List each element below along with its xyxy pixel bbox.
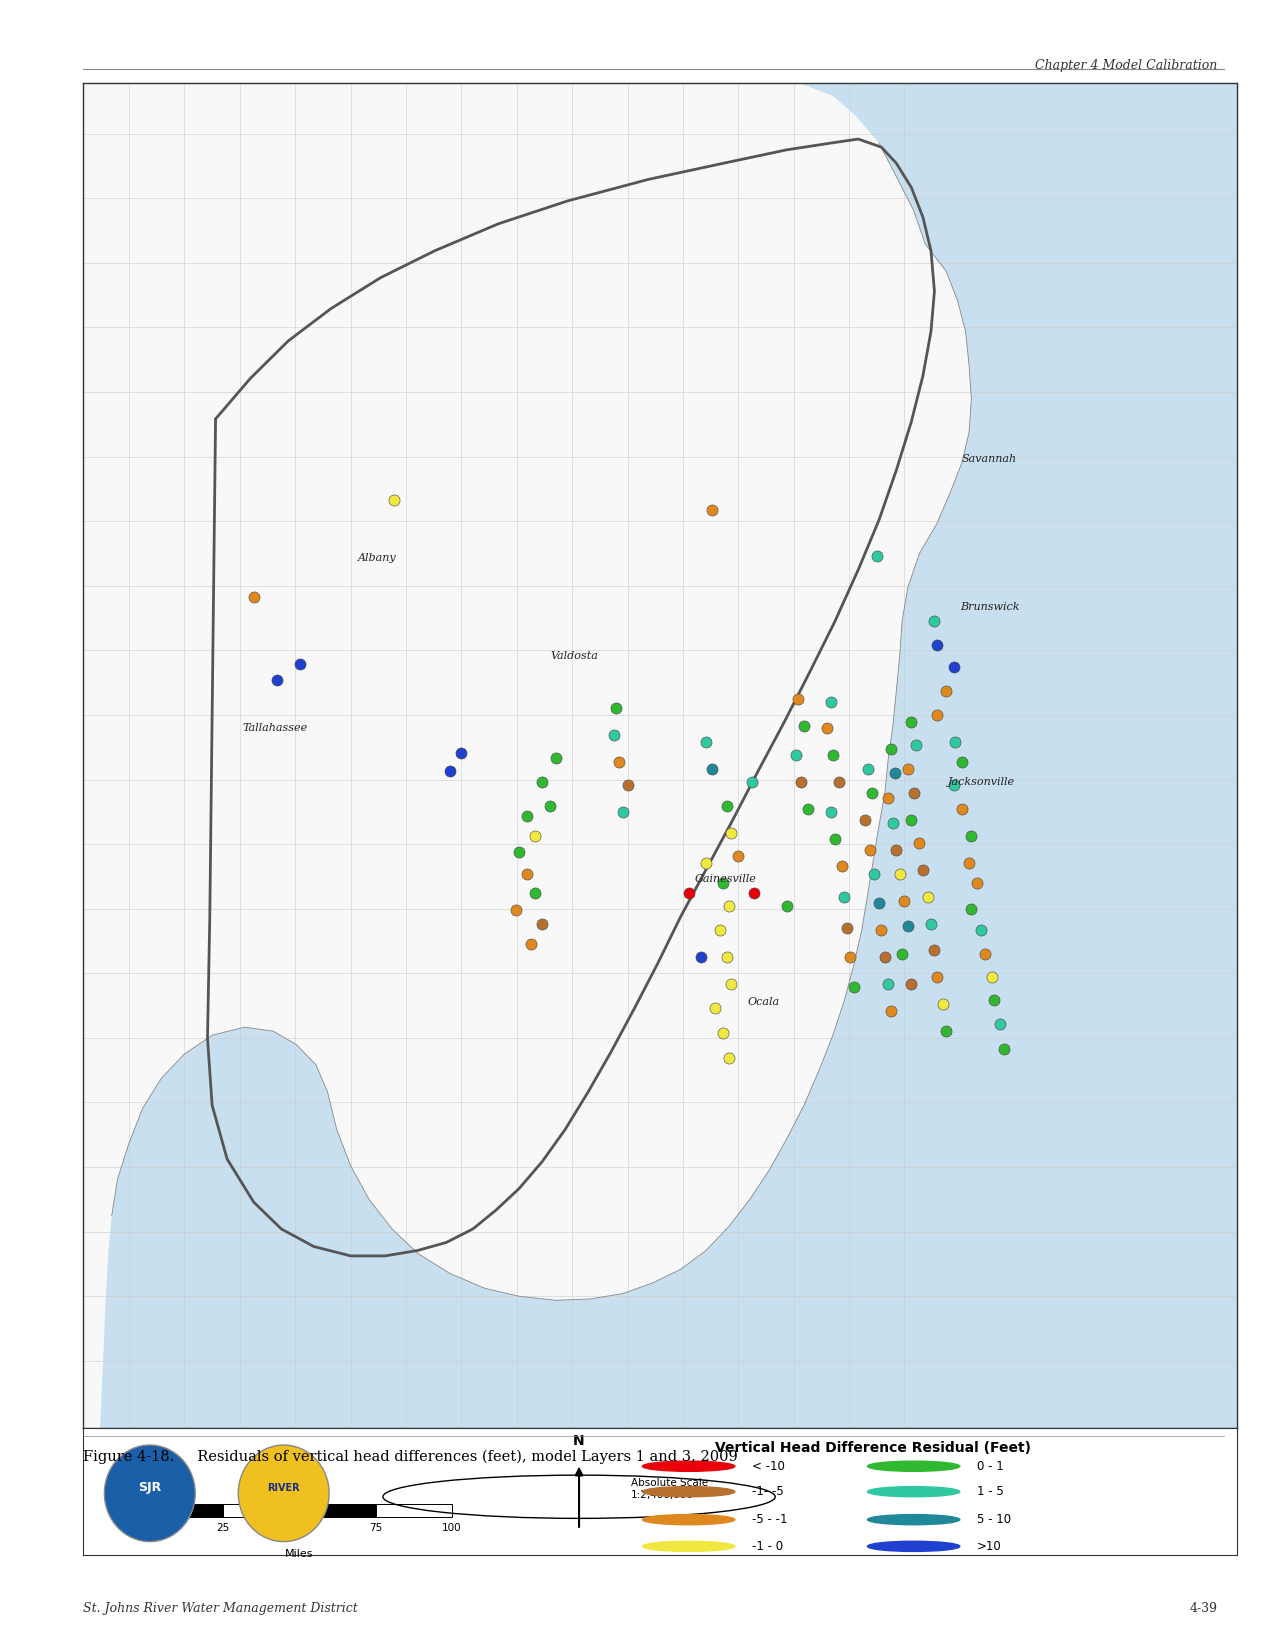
Text: Chapter 4 Model Calibration: Chapter 4 Model Calibration xyxy=(1035,59,1218,71)
Text: -1- -5: -1- -5 xyxy=(752,1486,784,1497)
Ellipse shape xyxy=(238,1445,329,1542)
Circle shape xyxy=(643,1461,734,1471)
Bar xyxy=(300,1504,376,1517)
Text: Figure 4-18.     Residuals of vertical head differences (feet), model Layers 1 a: Figure 4-18. Residuals of vertical head … xyxy=(83,1450,738,1464)
Text: 25: 25 xyxy=(217,1524,230,1534)
Circle shape xyxy=(867,1542,960,1552)
Polygon shape xyxy=(83,83,972,1428)
Bar xyxy=(147,1504,223,1517)
Text: 5 - 10: 5 - 10 xyxy=(977,1514,1011,1526)
Circle shape xyxy=(867,1486,960,1497)
Text: -1 - 0: -1 - 0 xyxy=(752,1540,783,1554)
Text: 0 - 1: 0 - 1 xyxy=(977,1459,1003,1473)
Text: Albany: Albany xyxy=(357,553,397,563)
Circle shape xyxy=(643,1514,734,1526)
Text: < -10: < -10 xyxy=(752,1459,785,1473)
Text: Jacksonville: Jacksonville xyxy=(949,778,1015,788)
Text: SJR: SJR xyxy=(138,1481,162,1494)
Circle shape xyxy=(867,1514,960,1526)
Text: -5 - -1: -5 - -1 xyxy=(752,1514,788,1526)
Text: Ocala: Ocala xyxy=(747,997,779,1007)
Text: Savannah: Savannah xyxy=(963,454,1017,464)
Text: 0: 0 xyxy=(143,1524,149,1534)
Text: 1 - 5: 1 - 5 xyxy=(977,1486,1003,1497)
Text: Gainesville: Gainesville xyxy=(695,873,756,885)
Ellipse shape xyxy=(105,1445,195,1542)
Text: 4-39: 4-39 xyxy=(1190,1601,1218,1615)
Circle shape xyxy=(643,1486,734,1497)
Text: N: N xyxy=(574,1435,585,1448)
Text: 100: 100 xyxy=(442,1524,462,1534)
Text: Vertical Head Difference Residual (Feet): Vertical Head Difference Residual (Feet) xyxy=(715,1441,1031,1455)
Circle shape xyxy=(643,1542,734,1552)
Text: 50: 50 xyxy=(293,1524,306,1534)
Circle shape xyxy=(867,1461,960,1471)
Bar xyxy=(223,1504,300,1517)
Text: Miles: Miles xyxy=(286,1549,314,1559)
Text: Tallahassee: Tallahassee xyxy=(242,723,307,733)
Text: Absolute Scale
1:2,400,000: Absolute Scale 1:2,400,000 xyxy=(631,1478,708,1501)
Text: >10: >10 xyxy=(977,1540,1002,1554)
Bar xyxy=(376,1504,453,1517)
Text: St. Johns River Water Management District: St. Johns River Water Management Distric… xyxy=(83,1601,357,1615)
Text: Brunswick: Brunswick xyxy=(960,603,1019,613)
Text: Valdosta: Valdosta xyxy=(551,650,598,660)
Text: 75: 75 xyxy=(368,1524,382,1534)
Text: RIVER: RIVER xyxy=(268,1483,300,1493)
